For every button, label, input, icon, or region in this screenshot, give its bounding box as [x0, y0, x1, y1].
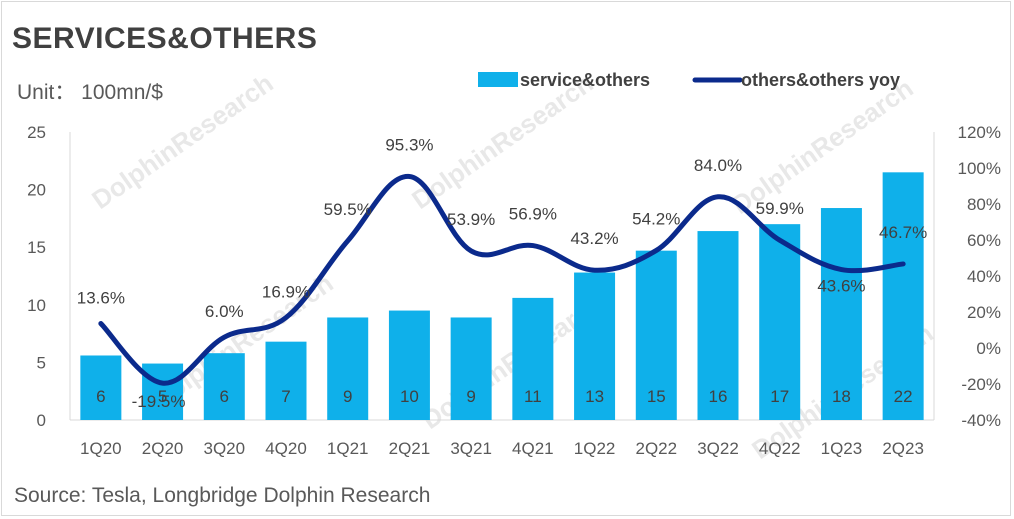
- x-tick-label: 4Q21: [512, 439, 554, 458]
- bar: [635, 250, 677, 420]
- legend-line-label: others&others yoy: [741, 70, 900, 90]
- x-tick-label: 4Q22: [759, 439, 801, 458]
- bar-value-label: 5: [158, 387, 167, 406]
- bar: [203, 353, 245, 420]
- y-right-tick-label: -20%: [961, 375, 1001, 394]
- y-right-tick-label: 40%: [967, 267, 1001, 286]
- legend-bar-label: service&others: [520, 70, 650, 90]
- bar-value-label: 17: [770, 387, 789, 406]
- bar: [80, 355, 122, 420]
- y-left-tick-label: 10: [27, 296, 46, 315]
- bar-value-label: 18: [832, 387, 851, 406]
- line-value-label: 43.6%: [817, 277, 865, 296]
- y-left-tick-label: 25: [27, 123, 46, 142]
- line-value-label: 6.0%: [205, 302, 244, 321]
- unit-label: Unit： 100mn/$: [17, 81, 163, 104]
- y-right-tick-label: 120%: [958, 123, 1001, 142]
- bar-value-label: 16: [709, 387, 728, 406]
- bar-value-label: 6: [96, 387, 105, 406]
- y-right-tick-label: 100%: [958, 159, 1001, 178]
- bar-value-label: 13: [585, 387, 604, 406]
- line-value-label: 16.9%: [262, 283, 310, 302]
- y-left-tick-label: 0: [37, 411, 46, 430]
- bar: [327, 317, 369, 420]
- yoy-line: [98, 173, 906, 386]
- line-value-label: -19.5%: [132, 392, 186, 411]
- legend-bar-swatch: [478, 72, 518, 87]
- bar: [450, 317, 492, 420]
- x-tick-label: 1Q23: [821, 439, 863, 458]
- y-left-tick-label: 5: [37, 353, 46, 372]
- line-value-label: 53.9%: [447, 210, 495, 229]
- line-value-label: 84.0%: [694, 156, 742, 175]
- x-tick-label: 1Q22: [574, 439, 616, 458]
- line-value-label: 46.7%: [879, 223, 927, 242]
- line-value-label: 43.2%: [570, 229, 618, 248]
- bar-value-label: 22: [894, 387, 913, 406]
- chart-title: SERVICES&OTHERS: [12, 22, 318, 55]
- x-tick-label: 1Q20: [80, 439, 122, 458]
- bar: [759, 224, 801, 420]
- y-right-tick-label: 20%: [967, 303, 1001, 322]
- y-right-tick-label: 60%: [967, 231, 1001, 250]
- bar-value-label: 6: [220, 387, 229, 406]
- bar-value-label: 9: [343, 387, 352, 406]
- line-value-label: 95.3%: [385, 135, 433, 154]
- x-tick-label: 3Q22: [697, 439, 739, 458]
- watermark-text: DolphinResearch: [86, 68, 278, 215]
- line-value-label: 56.9%: [509, 205, 557, 224]
- bar-value-label: 7: [281, 387, 290, 406]
- x-tick-label: 3Q20: [203, 439, 245, 458]
- y-right-tick-label: 0%: [976, 339, 1001, 358]
- bar: [388, 310, 430, 420]
- x-tick-label: 1Q21: [327, 439, 369, 458]
- x-tick-label: 2Q23: [882, 439, 924, 458]
- x-tick-label: 2Q21: [389, 439, 431, 458]
- bar: [820, 208, 862, 420]
- y-left-tick-label: 20: [27, 181, 46, 200]
- y-left-tick-label: 15: [27, 238, 46, 257]
- bar-value-label: 9: [466, 387, 475, 406]
- y-right-tick-label: 80%: [967, 195, 1001, 214]
- x-tick-label: 2Q22: [635, 439, 677, 458]
- line-value-label: 59.9%: [756, 199, 804, 218]
- bar-value-label: 10: [400, 387, 419, 406]
- bar: [265, 341, 307, 420]
- y-right-tick-label: -40%: [961, 411, 1001, 430]
- x-tick-label: 3Q21: [450, 439, 492, 458]
- bar: [574, 272, 616, 420]
- line-value-label: 59.5%: [324, 200, 372, 219]
- bar-value-label: 11: [524, 387, 542, 406]
- source-label: Source: Tesla, Longbridge Dolphin Resear…: [14, 484, 431, 507]
- x-tick-label: 4Q20: [265, 439, 307, 458]
- line-value-label: 54.2%: [632, 209, 680, 228]
- bar: [142, 363, 184, 420]
- x-tick-label: 2Q20: [142, 439, 184, 458]
- bar: [882, 172, 924, 420]
- bar-value-label: 15: [647, 387, 666, 406]
- bar: [512, 297, 554, 420]
- line-value-label: 13.6%: [77, 289, 125, 308]
- bar: [697, 231, 739, 420]
